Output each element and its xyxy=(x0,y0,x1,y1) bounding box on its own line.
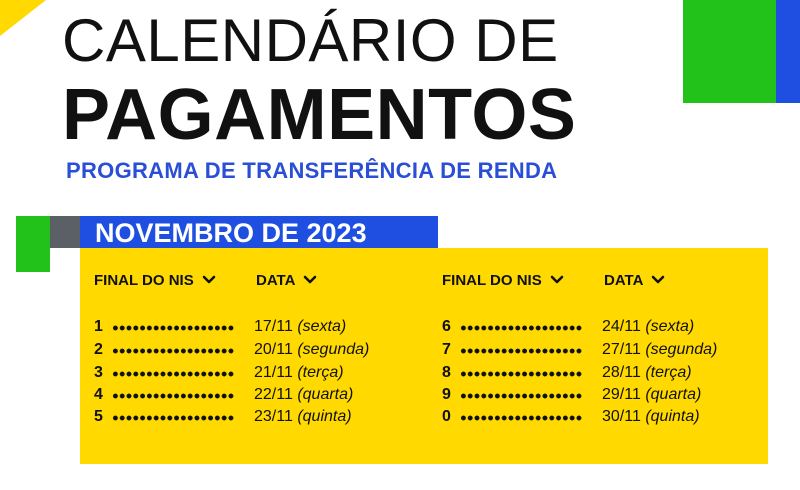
dot-leader xyxy=(460,362,582,384)
payment-date: 21/11 (terça) xyxy=(254,364,344,381)
payment-date: 17/11 (sexta) xyxy=(254,318,347,335)
dot-leader xyxy=(460,384,582,406)
dot-leader xyxy=(460,316,582,338)
payment-date: 23/11 (quinta) xyxy=(254,408,352,425)
page-subtitle: PROGRAMA DE TRANSFERÊNCIA DE RENDA xyxy=(66,158,558,183)
dot-leader xyxy=(460,339,582,361)
payment-date: 22/11 (quarta) xyxy=(254,386,354,403)
page-title-line2: PAGAMENTOS xyxy=(62,75,577,155)
nis-digit: 1 xyxy=(94,318,103,335)
decor-block-blue xyxy=(776,0,800,103)
nis-digit: 0 xyxy=(442,408,451,425)
month-banner xyxy=(80,216,438,248)
nis-digit: 4 xyxy=(94,386,103,403)
header-data-left: DATA xyxy=(256,268,317,292)
nis-digit: 9 xyxy=(442,386,451,403)
chevron-down-icon xyxy=(304,275,317,284)
header-final-nis-label: FINAL DO NIS xyxy=(442,271,542,289)
dot-leader xyxy=(112,362,234,384)
payment-date: 27/11 (segunda) xyxy=(602,341,718,358)
nis-digit: 7 xyxy=(442,341,451,358)
decor-corner-yellow xyxy=(0,0,46,36)
page-title-line1: CALENDÁRIO DE xyxy=(62,7,559,74)
nis-digit: 5 xyxy=(94,408,103,425)
payment-date: 24/11 (sexta) xyxy=(602,318,695,335)
chevron-down-icon xyxy=(652,275,665,284)
dot-leader xyxy=(112,316,234,338)
nis-digit: 2 xyxy=(94,341,103,358)
header-data-label: DATA xyxy=(604,271,644,289)
payment-date: 29/11 (quarta) xyxy=(602,386,702,403)
chevron-down-icon xyxy=(202,275,216,284)
decor-square-gray xyxy=(50,216,80,248)
payment-date: 20/11 (segunda) xyxy=(254,341,370,358)
header-final-nis-right: FINAL DO NIS xyxy=(442,268,564,292)
payment-date: 28/11 (terça) xyxy=(602,364,692,381)
dot-leader xyxy=(112,339,234,361)
header-final-nis-label: FINAL DO NIS xyxy=(94,271,194,289)
dot-leader xyxy=(112,406,234,428)
month-title: NOVEMBRO DE 2023 xyxy=(95,218,367,248)
chevron-down-icon xyxy=(550,275,564,284)
decor-block-green xyxy=(683,0,776,103)
header-data-label: DATA xyxy=(256,271,296,289)
payment-date: 30/11 (quinta) xyxy=(602,408,700,425)
nis-digit: 3 xyxy=(94,364,103,381)
dot-leader xyxy=(112,384,234,406)
nis-digit: 6 xyxy=(442,318,451,335)
decor-square-green xyxy=(16,216,50,272)
header-data-right: DATA xyxy=(604,268,665,292)
dot-leader xyxy=(460,406,582,428)
nis-digit: 8 xyxy=(442,364,451,381)
header-final-nis-left: FINAL DO NIS xyxy=(94,268,216,292)
